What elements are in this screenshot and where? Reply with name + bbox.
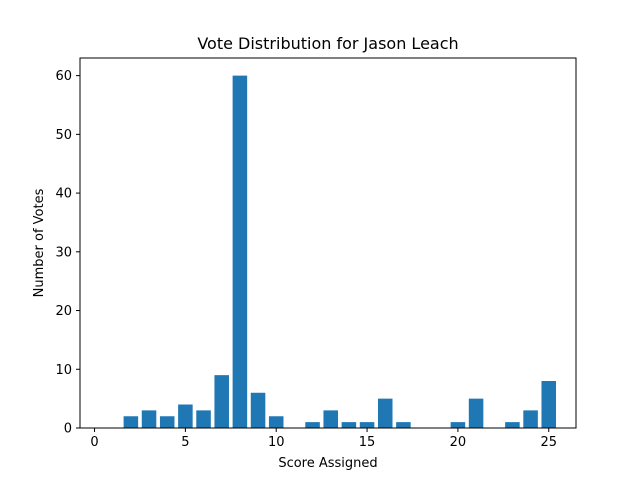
bars-group xyxy=(123,75,557,428)
bar-score-20 xyxy=(450,422,466,428)
bar-score-2 xyxy=(123,416,139,428)
x-tick-label: 10 xyxy=(268,435,285,450)
bar-score-21 xyxy=(468,398,484,428)
bar-score-5 xyxy=(178,404,193,428)
bar-score-7 xyxy=(214,375,229,428)
bar-score-13 xyxy=(323,410,338,428)
y-tick-label: 60 xyxy=(55,69,72,84)
x-tick-label: 20 xyxy=(450,435,467,450)
bar-score-9 xyxy=(250,392,266,428)
y-tick-label: 40 xyxy=(55,187,72,202)
bar-score-12 xyxy=(305,422,320,428)
y-tick-label: 10 xyxy=(55,363,72,378)
y-tick-label: 20 xyxy=(55,304,72,319)
bar-score-15 xyxy=(359,422,375,428)
y-tick-label: 30 xyxy=(55,245,72,260)
bar-score-3 xyxy=(141,410,157,428)
bar-score-4 xyxy=(159,416,175,428)
x-axis: 0 5 10 15 20 25 xyxy=(90,428,557,450)
y-tick-label: 50 xyxy=(55,128,72,143)
y-axis-label: Number of Votes xyxy=(32,188,47,297)
bar-score-24 xyxy=(523,410,538,428)
bar-score-10 xyxy=(268,416,284,428)
x-tick-label: 25 xyxy=(540,435,557,450)
bar-score-8 xyxy=(232,75,248,428)
bar-score-25 xyxy=(541,381,557,428)
x-tick-label: 15 xyxy=(359,435,376,450)
bar-score-14 xyxy=(341,422,357,428)
chart-title: Vote Distribution for Jason Leach xyxy=(197,34,458,53)
y-axis: 0 10 20 30 40 50 60 xyxy=(55,69,80,437)
x-tick-label: 5 xyxy=(181,435,189,450)
y-tick-label: 0 xyxy=(64,422,72,437)
bar-score-6 xyxy=(196,410,211,428)
x-axis-label: Score Assigned xyxy=(278,456,377,471)
bar-score-23 xyxy=(505,422,520,428)
x-tick-label: 0 xyxy=(90,435,98,450)
plot-area-frame xyxy=(79,57,577,429)
bar-score-16 xyxy=(377,398,393,428)
bar-score-17 xyxy=(396,422,411,428)
